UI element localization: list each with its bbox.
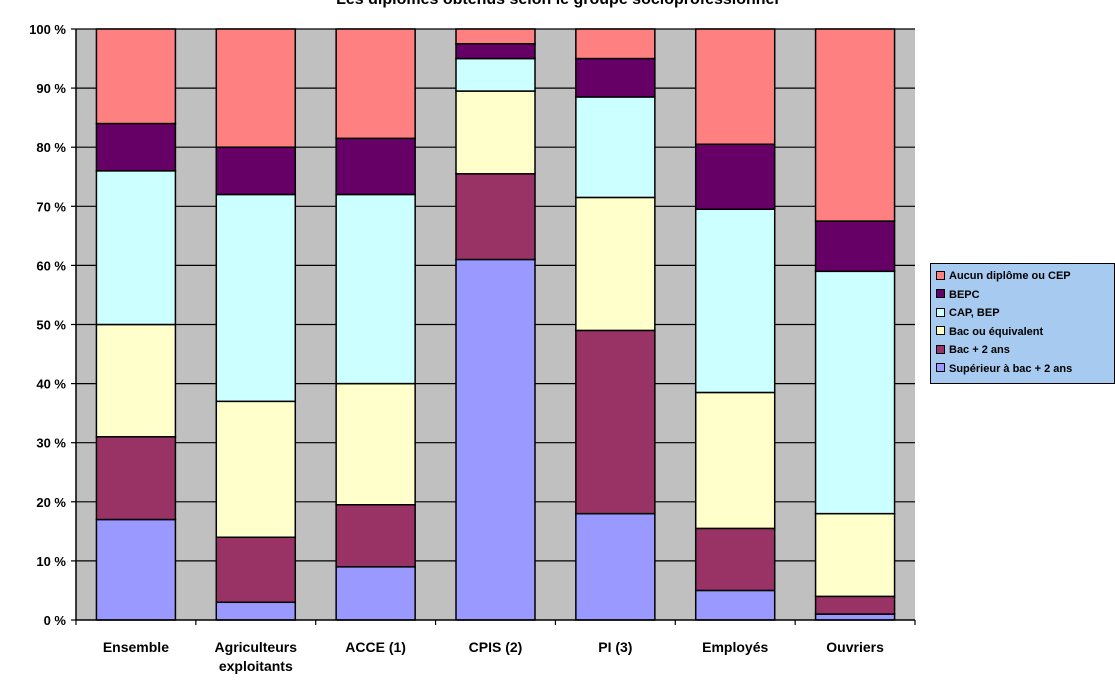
legend-label: BEPC — [949, 288, 980, 301]
bar-segment — [215, 536, 297, 604]
y-tick-label: 20 % — [36, 495, 66, 510]
bar-segment — [814, 28, 896, 222]
chart-title: Les diplômes obtenus selon le groupe soc… — [0, 0, 1115, 9]
bar-segment — [575, 329, 656, 515]
legend-swatch — [936, 289, 945, 299]
y-tick-label: 10 % — [36, 554, 66, 569]
bar-segment — [95, 518, 177, 621]
bar-segment — [694, 28, 776, 145]
bar-segment — [95, 436, 177, 521]
bar-segment — [335, 137, 416, 196]
bar-segment — [95, 323, 177, 438]
legend-item: BEPC — [936, 287, 980, 303]
legend-swatch — [936, 363, 945, 373]
bar-segment — [95, 122, 177, 172]
bar-segment — [694, 391, 776, 530]
bar-segment — [814, 595, 896, 615]
bar-segment — [455, 173, 536, 261]
y-tick-label: 80 % — [36, 140, 66, 155]
x-tick-label: CPIS (2) — [469, 639, 523, 655]
bar-segment — [455, 258, 536, 621]
legend-label: CAP, BEP — [949, 307, 1000, 320]
bar-segment — [455, 28, 536, 45]
bar-segment — [694, 527, 776, 592]
legend-item: CAP, BEP — [936, 305, 1000, 321]
legend-swatch — [936, 270, 945, 280]
bar-segment — [215, 28, 297, 148]
y-tick-label: 100 % — [29, 22, 66, 37]
x-tick-label: Ouvriers — [826, 639, 884, 655]
x-tick-label: ACCE (1) — [345, 639, 406, 655]
bar-segment — [814, 220, 896, 273]
y-tick-label: 70 % — [36, 199, 66, 214]
legend-swatch — [936, 344, 945, 354]
bar-segment — [335, 193, 416, 385]
legend-item: Bac + 2 ans — [936, 342, 1010, 358]
legend: Aucun diplôme ou CEP BEPC CAP, BEP Bac ou é… — [930, 263, 1115, 384]
bar-segment — [575, 57, 656, 98]
x-tick-label: PI (3) — [598, 639, 632, 655]
legend-item: Aucun diplôme ou CEP — [936, 268, 1071, 284]
bar-segment — [455, 57, 536, 92]
legend-label: Aucun diplôme ou CEP — [949, 270, 1071, 283]
legend-item: Bac ou équivalent — [936, 324, 1043, 340]
bar-segment — [95, 170, 177, 326]
y-tick-label: 0 % — [44, 613, 67, 628]
bar-segment — [814, 270, 896, 515]
legend-label: Supérieur à bac + 2 ans — [949, 362, 1073, 375]
legend-label: Bac ou équivalent — [949, 325, 1044, 338]
bar-segment — [455, 43, 536, 60]
x-tick-label: Ensemble — [103, 639, 169, 655]
bar-segment — [335, 566, 416, 621]
bar-segment — [814, 613, 896, 621]
bar-segment — [335, 28, 416, 140]
bar-segment — [694, 208, 776, 394]
y-tick-label: 40 % — [36, 377, 66, 392]
bar-segment — [575, 196, 656, 332]
bar-segment — [215, 400, 297, 539]
y-tick-label: 30 % — [36, 436, 66, 451]
bar-segment — [215, 601, 297, 621]
bar-segment — [575, 28, 656, 60]
y-tick-label: 60 % — [36, 258, 66, 273]
bar-segment — [335, 382, 416, 506]
bar-segment — [694, 143, 776, 211]
y-tick-label: 50 % — [36, 318, 66, 333]
legend-label: Bac + 2 ans — [949, 344, 1010, 357]
bar-segment — [215, 193, 297, 403]
bar-segment — [335, 504, 416, 568]
bar-segment — [575, 96, 656, 199]
bar-segment — [575, 512, 656, 621]
bar-segment — [455, 90, 536, 175]
x-tick-label: Employés — [702, 639, 768, 655]
legend-item: Supérieur à bac + 2 ans — [936, 361, 1072, 377]
legend-swatch — [936, 307, 945, 317]
bar-segment — [215, 146, 297, 196]
bar-segment — [694, 589, 776, 621]
legend-swatch — [936, 326, 945, 336]
x-tick-label: Agriculteurs exploitants — [215, 639, 298, 674]
bar-segment — [814, 512, 896, 598]
bar-segment — [95, 28, 177, 125]
y-tick-label: 90 % — [36, 81, 66, 96]
